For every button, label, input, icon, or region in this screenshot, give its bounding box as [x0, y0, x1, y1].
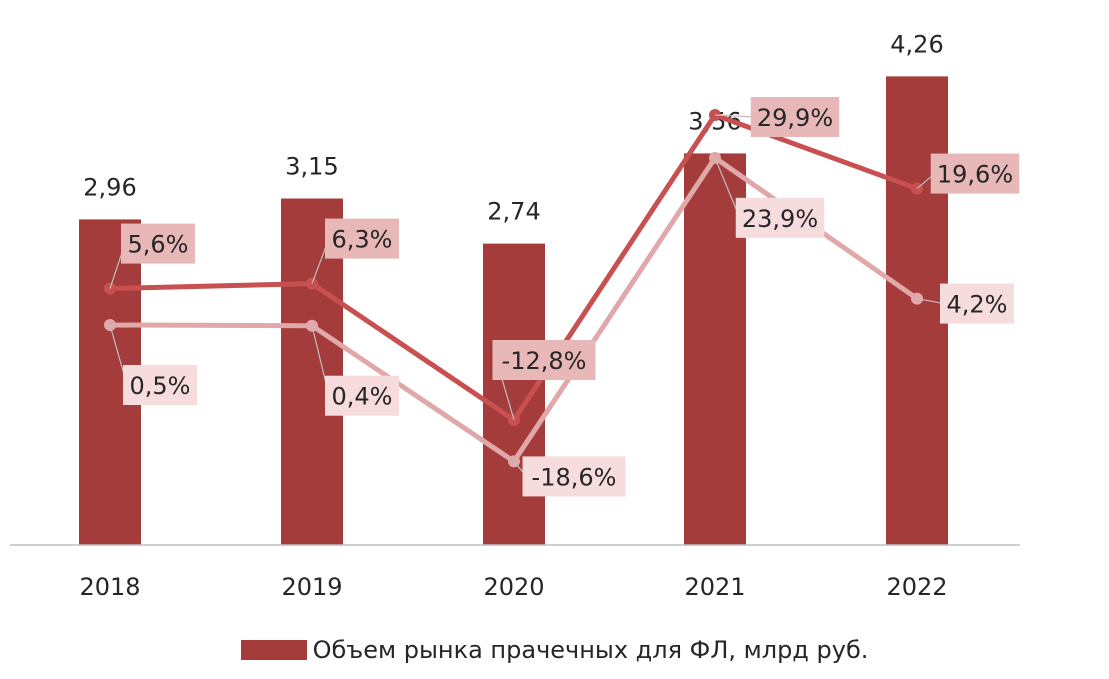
- data-label-box: [121, 223, 195, 264]
- line-dark-data-label: -12,8%: [502, 347, 587, 375]
- data-label-box: [940, 283, 1014, 324]
- line-light-data-label: 0,5%: [130, 372, 191, 400]
- line-light-data-label: 0,4%: [332, 383, 393, 411]
- bar-value-label: 4,26: [890, 30, 943, 58]
- x-tick-label: 2018: [79, 573, 140, 601]
- x-tick-label: 2022: [886, 573, 947, 601]
- bar-value-label: 2,96: [83, 173, 136, 201]
- label-leader-line: [916, 297, 945, 305]
- data-label-box: [325, 375, 399, 416]
- bar: [886, 76, 948, 546]
- label-leader-line: [714, 157, 741, 219]
- line-light-data-label: -18,6%: [532, 463, 617, 491]
- legend: Объем рынка прачечных для ФЛ, млрд руб.: [0, 636, 1109, 664]
- x-tick-label: 2019: [281, 573, 342, 601]
- x-tick-label: 2021: [684, 573, 745, 601]
- line-dark-data-label: 19,6%: [937, 161, 1013, 189]
- line-dark-data-label: 5,6%: [128, 231, 189, 259]
- line-dark-data-label: 29,9%: [757, 104, 833, 132]
- data-label-box: [522, 456, 626, 497]
- label-leader-line: [714, 114, 755, 118]
- bar-value-label: 2,74: [487, 198, 540, 226]
- data-label-box: [325, 218, 399, 259]
- chart-canvas: 2018 2019 2020 2021 20222,963,152,743,564,26…: [10, 30, 1020, 601]
- legend-swatch: [240, 640, 307, 660]
- x-tick-label: 2020: [483, 573, 544, 601]
- bar: [684, 153, 746, 545]
- data-label-box: [735, 197, 825, 238]
- bar-value-label: 3,15: [285, 153, 338, 181]
- bar: [483, 243, 545, 545]
- data-label-box: [123, 365, 197, 405]
- line-light-data-label: 4,2%: [947, 291, 1008, 319]
- line-dark-data-label: 6,3%: [332, 226, 393, 254]
- line-light-data-label: 23,9%: [742, 205, 818, 233]
- legend-label: Объем рынка прачечных для ФЛ, млрд руб.: [312, 636, 869, 664]
- data-label-box: [750, 97, 840, 137]
- data-label-box: [930, 153, 1020, 194]
- data-label-box: [492, 340, 596, 380]
